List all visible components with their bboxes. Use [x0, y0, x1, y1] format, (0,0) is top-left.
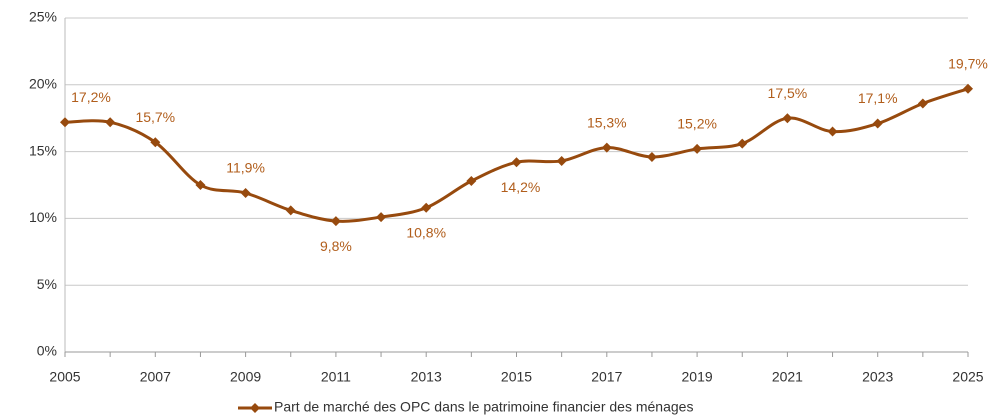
- marker: [421, 202, 432, 213]
- value-label: 17,2%: [71, 89, 111, 105]
- marker: [466, 175, 477, 186]
- marker: [963, 83, 973, 94]
- x-tick-label: 2019: [682, 369, 713, 385]
- y-tick-label: 15%: [29, 142, 57, 158]
- y-tick-label: 25%: [29, 9, 57, 25]
- marker: [150, 137, 161, 148]
- legend-label: Part de marché des OPC dans le patrimoin…: [274, 399, 693, 415]
- legend-marker: [250, 403, 260, 413]
- marker: [737, 138, 748, 149]
- value-label: 17,1%: [858, 90, 898, 106]
- value-label: 9,8%: [320, 238, 352, 254]
- x-tick-label: 2015: [501, 369, 532, 385]
- marker: [872, 118, 883, 129]
- x-tick-label: 2025: [952, 369, 983, 385]
- marker: [511, 157, 522, 168]
- y-tick-label: 0%: [37, 343, 57, 359]
- marker: [601, 142, 612, 153]
- marker: [330, 216, 341, 227]
- x-tick-label: 2021: [772, 369, 803, 385]
- marker: [195, 180, 206, 190]
- x-tick-label: 2009: [230, 369, 261, 385]
- x-tick-label: 2013: [411, 369, 442, 385]
- y-tick-label: 5%: [37, 276, 57, 292]
- value-label: 15,7%: [135, 109, 175, 125]
- marker: [105, 117, 116, 128]
- x-tick-label: 2017: [591, 369, 622, 385]
- y-tick-label: 10%: [29, 209, 57, 225]
- x-tick-label: 2007: [140, 369, 171, 385]
- value-label: 15,3%: [587, 114, 627, 130]
- marker: [827, 126, 838, 137]
- marker: [646, 151, 657, 162]
- marker: [556, 155, 567, 166]
- value-label: 17,5%: [768, 85, 808, 101]
- value-label: 10,8%: [406, 224, 446, 240]
- marker: [240, 188, 251, 199]
- marker: [376, 212, 387, 223]
- value-label: 15,2%: [677, 116, 717, 132]
- x-tick-label: 2005: [49, 369, 80, 385]
- marker: [285, 205, 296, 216]
- value-label: 11,9%: [226, 160, 265, 176]
- x-tick-label: 2011: [321, 369, 351, 385]
- value-label: 14,2%: [501, 179, 541, 195]
- marker: [692, 143, 703, 154]
- value-label: 19,7%: [948, 56, 988, 72]
- marker: [917, 98, 928, 109]
- y-tick-label: 20%: [29, 76, 57, 92]
- marker: [782, 113, 793, 124]
- line: [64, 87, 969, 223]
- marker: [60, 117, 70, 128]
- x-tick-label: 2023: [862, 369, 893, 385]
